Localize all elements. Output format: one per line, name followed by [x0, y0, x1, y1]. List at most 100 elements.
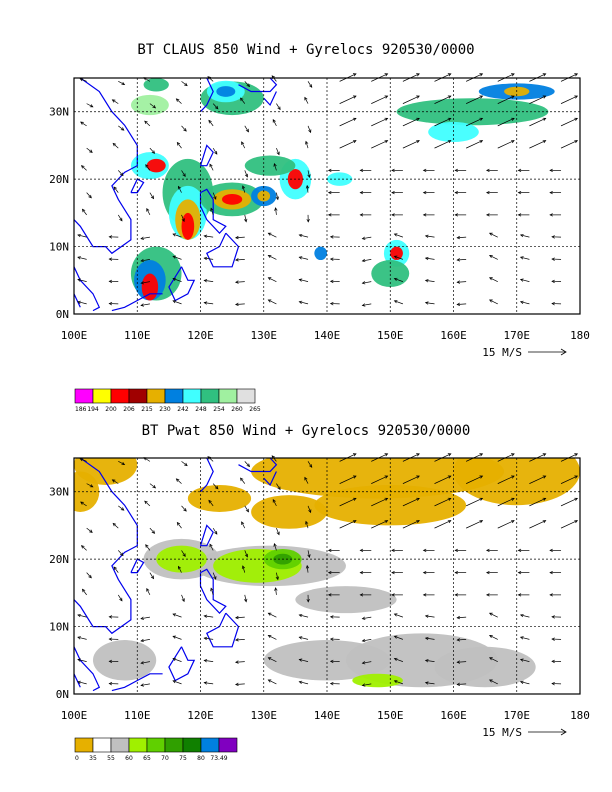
wind-arrow — [520, 636, 530, 640]
wind-arrowhead — [203, 681, 208, 685]
wind-arrowhead — [454, 593, 458, 597]
wind-arrow — [466, 475, 483, 484]
wind-arrowhead — [574, 140, 579, 144]
wind-arrowhead — [298, 300, 303, 304]
wind-arrow — [434, 95, 451, 104]
coastline-3 — [199, 144, 214, 167]
wind-arrowhead — [393, 255, 398, 259]
wind-arrowhead — [329, 257, 334, 261]
wind-arrowhead — [511, 73, 515, 77]
wind-arrow — [276, 192, 279, 200]
wind-arrowhead — [519, 233, 524, 238]
wind-arrowhead — [145, 544, 149, 548]
wind-arrowhead — [176, 141, 181, 146]
wind-arrowhead — [551, 257, 555, 261]
wind-arrowhead — [203, 301, 208, 305]
wind-arrow — [149, 572, 154, 579]
wind-arrow — [489, 612, 498, 618]
wind-arrow — [275, 587, 277, 595]
colorbar-label-7: 80 — [197, 755, 205, 762]
wind-arrowhead — [424, 614, 429, 618]
wind-arrowhead — [517, 213, 522, 217]
wind-arrowhead — [308, 509, 312, 514]
coastline-9 — [263, 91, 277, 107]
wind-arrowhead — [144, 120, 148, 125]
wind-arrowhead — [384, 475, 389, 479]
wind-arrowhead — [88, 194, 92, 199]
colorbar-swatch-9 — [236, 388, 256, 404]
wind-arrowhead — [416, 497, 420, 501]
wind-arrow — [242, 565, 246, 573]
wind-arrowhead — [327, 190, 332, 195]
wind-arrow — [304, 477, 309, 484]
wind-arrowhead — [488, 277, 493, 281]
wind-arrow — [457, 683, 467, 685]
wind-arrowhead — [240, 97, 244, 102]
wind-arrow — [307, 550, 310, 558]
wind-arrowhead — [246, 463, 251, 468]
wind-arrowhead — [152, 105, 157, 109]
coastline-7 — [168, 266, 196, 302]
wind-arrowhead — [111, 479, 116, 483]
wind-arrow — [425, 302, 435, 305]
wind-arrow — [339, 117, 357, 127]
wind-arrow — [77, 636, 87, 640]
shade-region-2 — [251, 458, 505, 499]
wind-arrowhead — [88, 574, 92, 579]
wind-arrowhead — [306, 599, 310, 603]
wind-arrowhead — [359, 548, 364, 553]
wind-arrow — [434, 520, 451, 529]
wind-arrowhead — [151, 150, 156, 154]
wind-arrow — [177, 522, 182, 529]
wind-arrow — [371, 140, 388, 149]
wind-arrow — [181, 550, 186, 557]
wind-arrow — [560, 140, 578, 149]
wind-arrowhead — [203, 256, 208, 261]
wind-arrow — [394, 300, 404, 305]
wind-arrow — [181, 170, 186, 177]
wind-arrow — [268, 255, 277, 260]
wind-arrow — [520, 614, 530, 618]
wind-arrow — [81, 165, 87, 171]
wind-arrow — [276, 103, 281, 110]
wind-arrowhead — [352, 520, 357, 524]
coastline-9 — [263, 471, 277, 487]
wind-arrow — [339, 475, 357, 484]
colorbar-swatch-0 — [74, 737, 94, 753]
wind-arrowhead — [267, 277, 272, 281]
wind-arrow — [371, 117, 388, 127]
coastline-7 — [168, 646, 196, 682]
colorbar-label-4: 215 — [141, 406, 153, 413]
shade-region-16 — [434, 646, 536, 688]
wind-arrow — [425, 280, 435, 282]
colorbar-swatch-4 — [146, 737, 166, 753]
wind-arrowhead — [542, 475, 547, 479]
wind-arrowhead — [422, 570, 427, 575]
wind-arrow — [80, 458, 87, 462]
wind-arrow — [457, 281, 467, 283]
wind-arrow — [489, 232, 498, 238]
wind-arrow — [212, 527, 218, 535]
wind-arrowhead — [140, 638, 145, 643]
wind-arrowhead — [298, 636, 303, 640]
wind-arrowhead — [120, 127, 125, 131]
wind-arrow — [244, 594, 247, 602]
wind-arrowhead — [203, 636, 208, 641]
wind-arrowhead — [108, 257, 113, 261]
wind-arrowhead — [329, 235, 334, 239]
ylabel-10N: 10N — [49, 621, 69, 634]
wind-arrowhead — [177, 565, 181, 570]
wind-arrowhead — [447, 520, 452, 524]
wind-arrowhead — [307, 174, 311, 178]
wind-arrow — [425, 235, 435, 238]
wind-arrow — [77, 234, 87, 238]
wind-arrow — [204, 280, 214, 282]
wind-arrowhead — [172, 635, 177, 639]
wind-arrow — [77, 301, 87, 305]
wind-arrowhead — [213, 196, 217, 200]
wind-arrow — [394, 680, 404, 685]
wind-arrowhead — [511, 453, 515, 457]
wind-arrow — [117, 214, 123, 222]
wind-arrow — [204, 257, 214, 260]
wind-arrowhead — [172, 277, 177, 281]
